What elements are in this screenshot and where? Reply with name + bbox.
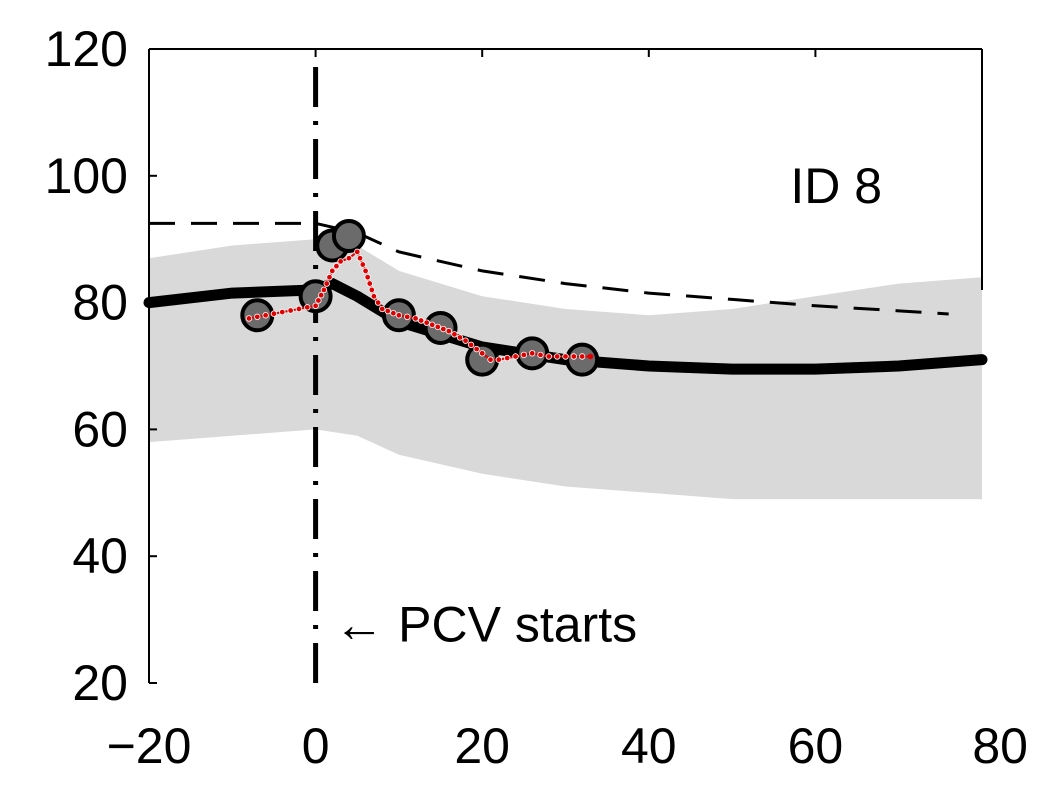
red-series-dot: [262, 312, 269, 319]
red-series-dot: [487, 356, 494, 363]
red-series-dot: [462, 337, 469, 344]
x-tick-label: 40: [621, 718, 677, 774]
red-series-dot: [374, 299, 382, 306]
id-annotation: ID 8: [790, 158, 882, 214]
red-series-dot: [429, 321, 436, 328]
red-series-dot: [395, 312, 403, 319]
red-series-dot: [456, 334, 464, 341]
red-series-dot: [370, 293, 378, 300]
red-series-dot: [495, 356, 503, 363]
red-series-dot: [562, 353, 569, 360]
red-series-dot: [412, 315, 419, 322]
x-tick-label: 60: [788, 718, 844, 774]
annotations: ID 8 ← PCV starts: [334, 158, 882, 653]
red-series-dot: [366, 280, 373, 287]
red-series-dot: [512, 353, 519, 360]
red-series-dot: [384, 307, 391, 315]
red-series-dot: [417, 317, 425, 324]
red-series-dot: [451, 331, 458, 338]
red-series-dot: [279, 308, 286, 316]
red-series-dot: [254, 313, 261, 321]
red-series-dot: [320, 286, 328, 294]
red-series-dot: [445, 327, 453, 335]
red-series-dot: [359, 261, 367, 268]
red-series-dot: [390, 309, 397, 317]
red-series-dot: [364, 274, 371, 281]
red-dotted-series: [245, 248, 594, 363]
band-area: [149, 239, 982, 500]
red-series-dot: [379, 305, 386, 313]
y-tick-label: 120: [45, 21, 128, 77]
red-series-dot: [287, 307, 294, 314]
red-series-dot: [528, 350, 536, 357]
y-tick-label: 40: [72, 528, 128, 584]
red-series-dot: [587, 353, 594, 360]
red-series-dot: [467, 341, 475, 349]
red-series-dot: [337, 258, 344, 265]
red-series-dot: [570, 353, 578, 360]
red-series-dot: [545, 353, 553, 360]
x-tick-label: 80: [972, 718, 1028, 774]
y-tick-label: 60: [72, 401, 128, 457]
y-tick-label: 20: [72, 655, 128, 711]
y-tick-label: 80: [72, 275, 128, 331]
x-tick-label: 20: [454, 718, 510, 774]
y-tick-label: 100: [45, 148, 128, 204]
x-tick-label: 0: [302, 718, 330, 774]
red-series-dot: [312, 302, 319, 309]
red-series-dot: [295, 305, 303, 313]
red-series-dot: [329, 267, 336, 275]
red-series-dot: [315, 297, 322, 304]
red-series-dot: [423, 319, 430, 326]
red-series-dot: [304, 304, 311, 311]
red-series-dot: [245, 315, 253, 322]
red-series-dot: [326, 274, 333, 281]
data-point-marker: [331, 219, 366, 254]
red-series-dot: [434, 323, 441, 331]
red-series-dot: [356, 255, 364, 262]
red-series-dot: [503, 354, 511, 362]
confidence-band: [149, 239, 982, 500]
red-series-dot: [440, 325, 447, 333]
red-series-dot: [553, 353, 561, 360]
pcv-starts-annotation: ← PCV starts: [334, 597, 637, 653]
red-series-dot: [473, 345, 480, 353]
red-series-dot: [354, 248, 361, 256]
red-series-dot: [578, 353, 586, 360]
red-series-dot: [323, 280, 330, 287]
red-series-dot: [345, 255, 353, 262]
red-series-dot: [537, 351, 544, 359]
red-series-dot: [270, 310, 278, 317]
x-tick-label: −20: [107, 718, 192, 774]
red-series-dot: [479, 350, 486, 357]
axes: [148, 48, 983, 683]
tick-labels: 20 40 60 80 100 120 −20 0 20 40 60 80: [45, 21, 1028, 774]
red-series-dot: [368, 286, 376, 294]
red-series-dot: [362, 267, 369, 275]
dashed-series-line: [149, 221, 949, 316]
red-series-dot: [333, 262, 340, 270]
red-series-dot: [520, 351, 528, 359]
red-series-dot: [317, 292, 325, 299]
red-series-dot: [404, 313, 411, 321]
